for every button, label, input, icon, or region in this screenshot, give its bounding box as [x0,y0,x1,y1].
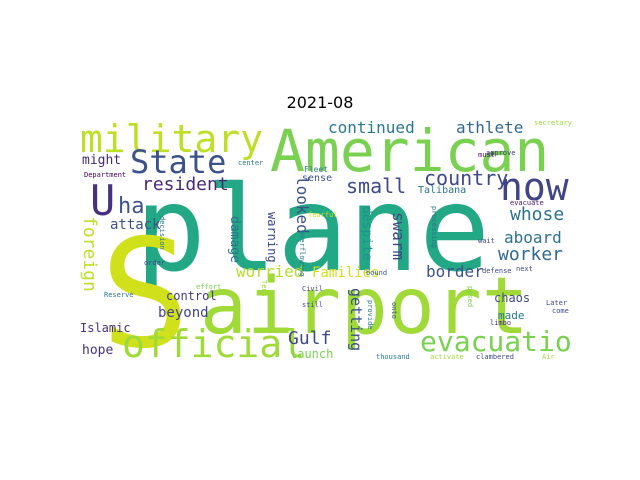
word-provide: provide [366,300,374,330]
word-airport: airport [200,262,529,352]
word-secretary: secretary [534,120,572,127]
word-next: next [516,265,533,273]
word-whose: whose [510,204,565,225]
word-worried: worried [236,262,304,281]
word-continued: continued [328,120,415,137]
word-chaos: chaos [494,291,531,305]
word-later: Later [546,299,568,307]
word-small: small [346,174,407,198]
word-bound: bound [366,269,388,277]
word-sense: sense [302,173,333,184]
word-civil: Civil [302,285,324,293]
word-might: might [82,153,122,168]
word-evacuation: evacuation [420,325,572,358]
word-aboard: aboard [504,228,562,247]
word-must: must [478,151,495,159]
word-fleet: Fleet [304,165,329,174]
word-approve: approve [486,149,516,157]
word-limbo: limbo [490,319,512,327]
word-order: order [144,259,166,267]
word-now: now [500,165,569,209]
word-launch: launch [290,347,334,361]
word-official: official [122,322,306,366]
word-air: Air [542,353,555,361]
word-worker: worker [498,244,564,265]
word-onto: onto [390,302,398,319]
word-department: Department [84,171,127,179]
word-wait: wait [478,237,495,245]
word-fearful: fearful [308,211,338,219]
word-made: made [498,309,525,322]
word-country: country [424,166,509,190]
word-ha: ha [118,194,145,219]
figure-title: 2021-08 [286,93,354,112]
word-posed: posed [466,286,474,308]
word-athlete: athlete [456,120,524,137]
word-u: U [90,176,116,225]
word-effort: effort [196,283,222,291]
word-processing: processing [430,206,438,249]
word-despite: despite [359,206,374,261]
word-clambered: clambered [476,353,514,361]
word-islamic: Islamic [80,321,131,335]
word-gulf: Gulf [288,328,332,349]
word-american: American [270,120,550,185]
word-foreign: foreign [80,216,100,292]
word-come: come [552,307,569,315]
word-damage: damage [227,216,242,263]
word-reserve: Reserve [104,291,134,299]
word-defense: defense [482,267,512,275]
word-tens: Tens [260,280,268,297]
word-still: still [302,301,324,309]
word-swarm: swarm [389,212,408,261]
word-families: Families [312,265,380,281]
word-resident: resident [142,174,229,195]
word-center: center [238,159,264,167]
word-hope: hope [82,343,114,358]
word-decision: decision [158,216,166,250]
word-border: border [426,262,484,281]
word-beyond: beyond [158,305,209,321]
word-evacuate: evacuate [510,199,544,207]
word-getting: getting [347,288,365,352]
word-warning: warning [265,212,279,263]
word-talibana: Talibana [418,185,467,196]
word-activate: activate [430,353,464,361]
word-looked: looked [293,176,312,234]
word-attack: attack [110,217,161,233]
word-plane: plane [135,160,491,298]
word-s: S [100,208,191,370]
word-military: military [80,120,264,161]
word-control: control [166,289,217,303]
word-overflowing: overflowing [298,230,306,277]
word-thousand: thousand [376,353,410,361]
word-state: State [130,143,227,181]
word-cloud: plane S airport American military offici… [80,120,572,370]
